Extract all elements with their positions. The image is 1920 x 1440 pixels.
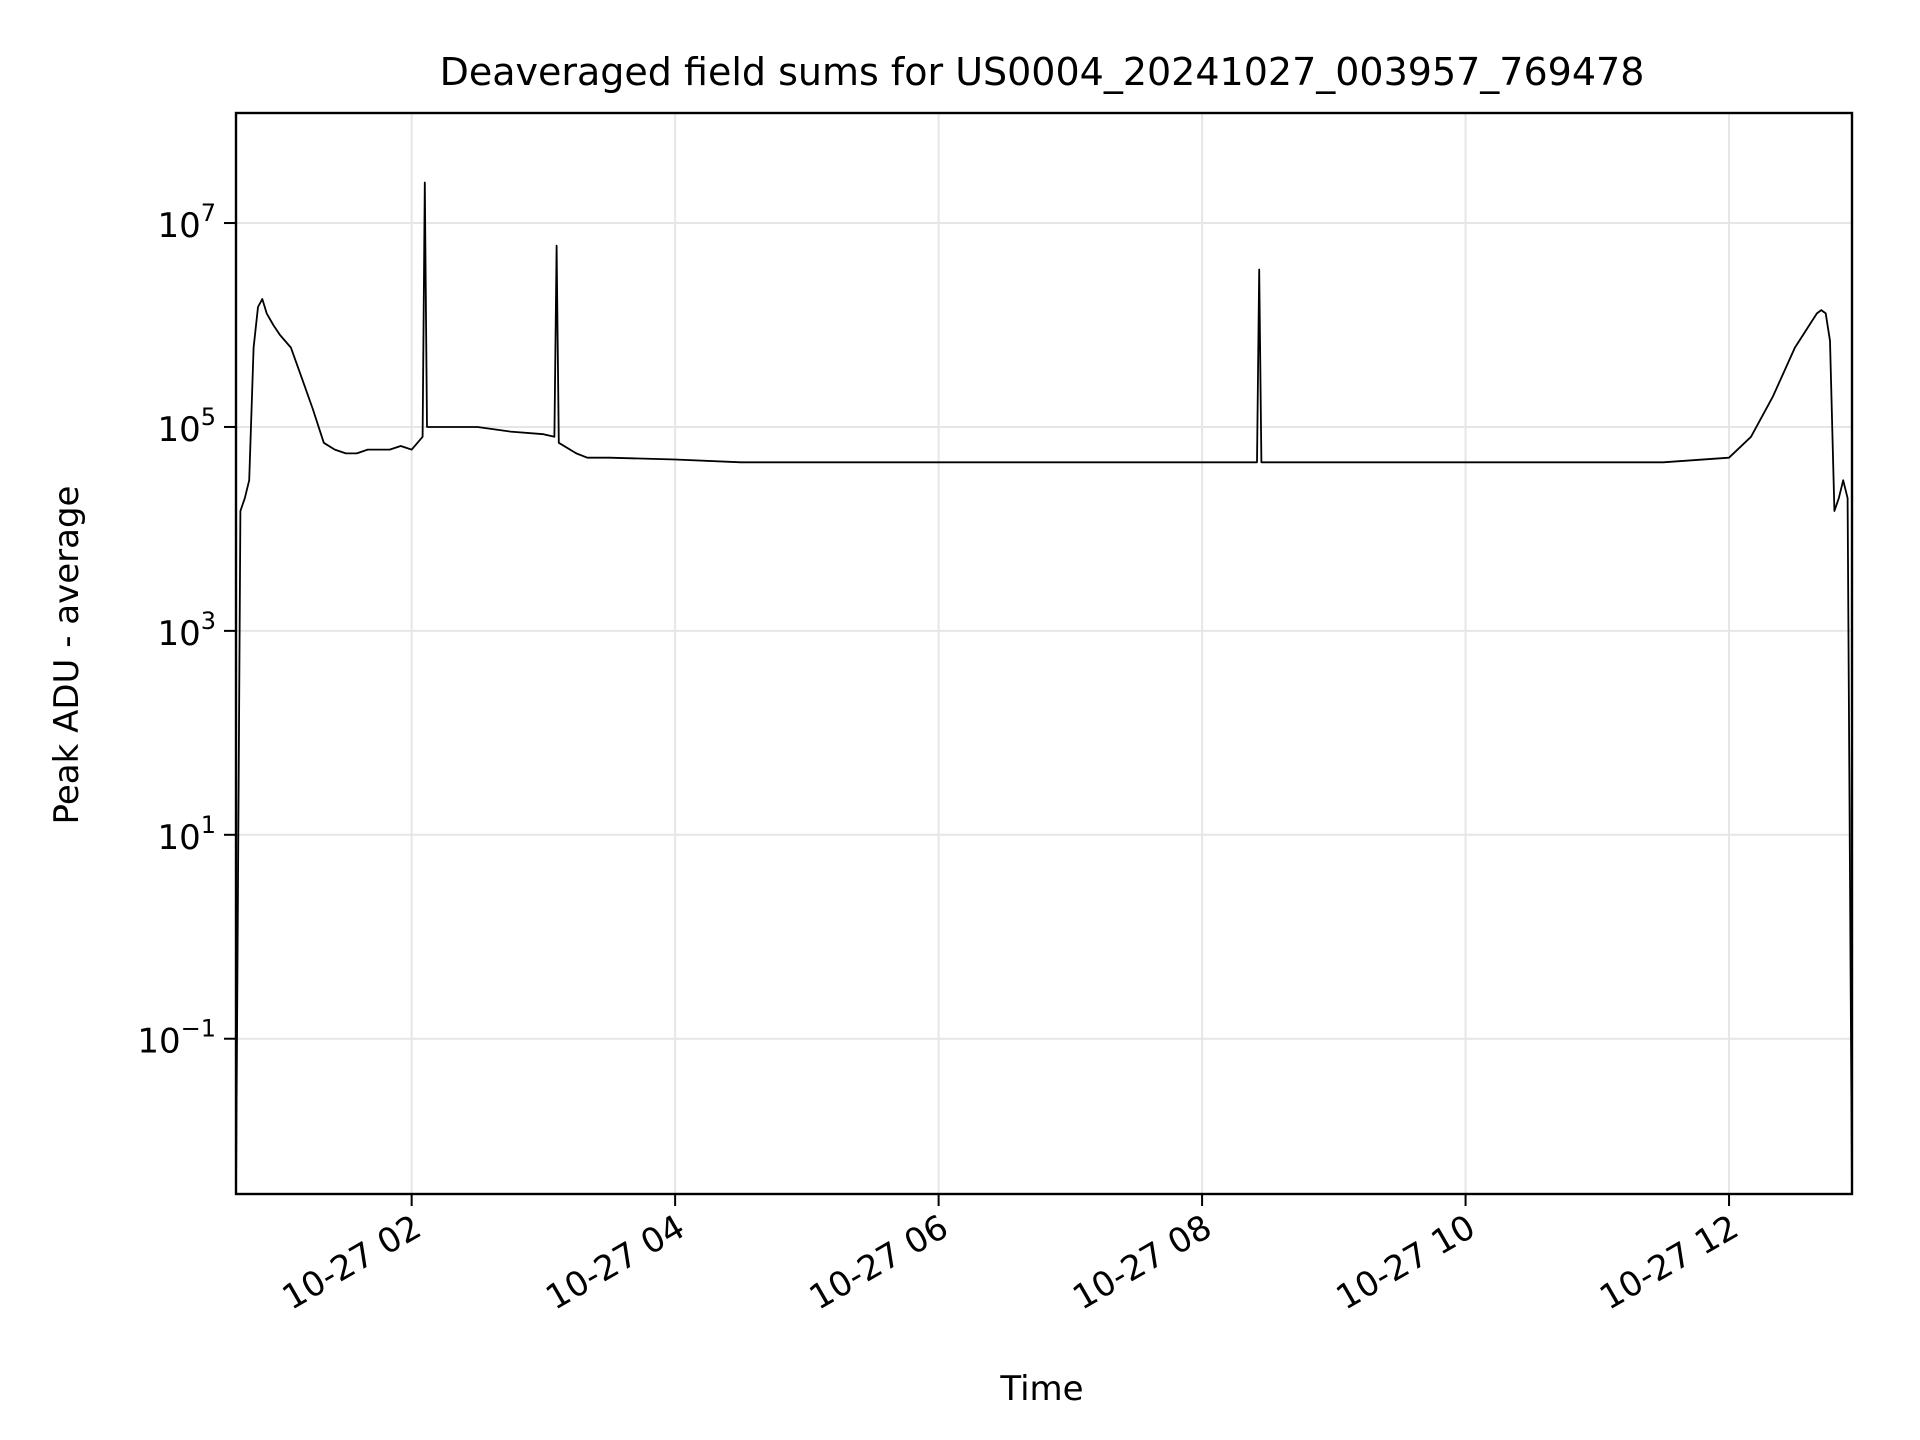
grid-lines (236, 113, 1852, 1194)
y-tick-label: 103 (157, 607, 216, 654)
plot-area (236, 181, 1852, 1194)
y-tick-label: 105 (157, 403, 216, 450)
y-tick-label: 101 (157, 811, 216, 858)
y-tick-label: 107 (157, 199, 216, 246)
series-group (236, 181, 1852, 1194)
axes-frame (234, 111, 1854, 1196)
x-axis-label: Time (999, 1369, 1083, 1409)
y-axis-ticks: 10−1 101 103 105 107 (137, 199, 236, 1062)
y-tick-label: 10−1 (137, 1015, 216, 1062)
series-line (236, 181, 1852, 1194)
y-axis-label: Peak ADU - average (47, 486, 87, 825)
chart-title: Deaveraged field sums for US0004_2024102… (440, 50, 1645, 94)
